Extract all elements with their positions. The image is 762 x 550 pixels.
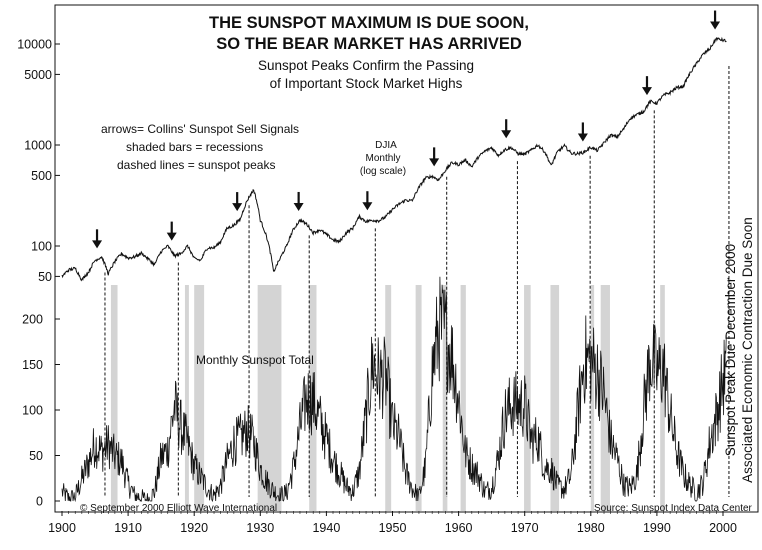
sell-signal-arrow (92, 229, 103, 249)
sunspot-tick-label: 200 (22, 313, 43, 327)
sunspot-tick-label: 50 (29, 449, 43, 463)
recession-bar (415, 285, 422, 511)
chart-subtitle-line-2: of Important Stock Market Highs (270, 76, 463, 91)
vertical-annotation-line-1: Sunspot Peak Due December 2000 (723, 244, 738, 456)
sell-signal-arrows (92, 10, 721, 249)
x-tick-label: 1900 (48, 521, 76, 535)
recession-bar (385, 285, 392, 511)
sell-signal-arrow (293, 191, 304, 211)
sell-signal-arrow (501, 119, 512, 139)
x-tick-label: 1940 (312, 521, 340, 535)
chart-subtitle: Sunspot Peaks Confirm the Passing of Imp… (258, 58, 474, 91)
sell-signal-arrow (166, 221, 177, 241)
recession-bar (110, 285, 118, 511)
recession-bar (550, 285, 560, 511)
recession-bar (194, 285, 205, 511)
recession-bar (442, 285, 448, 511)
sell-signal-arrow (232, 192, 243, 212)
x-tick-label: 1980 (577, 521, 605, 535)
x-tick-label: 1960 (445, 521, 473, 535)
legend-notes: arrows= Collins' Sunspot Sell Signals sh… (101, 122, 299, 172)
djia-label-line-2: Monthly (365, 153, 400, 164)
djia-tick-label: 1000 (24, 139, 52, 153)
sunspot-tick-label: 100 (22, 404, 43, 418)
recession-bar (590, 285, 595, 511)
sell-signal-arrow (710, 10, 721, 30)
djia-label-line-1: DJIA (375, 140, 397, 151)
copyright-note: © September 2000 Elliott Wave Internatio… (80, 503, 277, 514)
djia-tick-label: 500 (31, 169, 52, 183)
vertical-annotation-line-2: Associated Economic Contraction Due Soon (740, 217, 755, 483)
djia-tick-label: 100 (31, 240, 52, 254)
sell-signal-arrow (641, 76, 652, 96)
djia-series (61, 36, 727, 282)
sunspot-line (61, 276, 727, 503)
chart-title-line-1: THE SUNSPOT MAXIMUM IS DUE SOON, (209, 14, 529, 32)
plot-frame (54, 4, 759, 513)
legend-arrows-note: arrows= Collins' Sunspot Sell Signals (101, 122, 299, 136)
recession-bar (257, 285, 282, 511)
djia-label: DJIA Monthly (log scale) (360, 140, 406, 177)
sunspot-series-label: Monthly Sunspot Total (196, 353, 314, 367)
source-note: Source: Sunspot Index Data Center (594, 503, 753, 514)
chart-subtitle-line-1: Sunspot Peaks Confirm the Passing (258, 58, 474, 73)
legend-dashed-note: dashed lines = sunspot peaks (117, 158, 275, 172)
djia-line (61, 36, 727, 282)
recession-bar (184, 285, 189, 511)
djia-label-line-3: (log scale) (360, 166, 406, 177)
x-tick-label: 1920 (180, 521, 208, 535)
djia-tick-label: 10000 (17, 38, 52, 52)
chart-title-line-2: SO THE BEAR MARKET HAS ARRIVED (216, 35, 522, 53)
sell-signal-arrow (429, 147, 440, 167)
djia-tick-label: 5000 (24, 68, 52, 82)
sunspot-tick-label: 0 (36, 495, 43, 509)
sell-signal-arrow (577, 122, 588, 142)
recession-bars (110, 285, 665, 511)
x-tick-label: 1970 (511, 521, 539, 535)
axes: 1900 1910 1920 1930 1940 1950 1960 1970 1980 1990… (17, 38, 737, 536)
sunspot-tick-label: 150 (22, 358, 43, 372)
legend-shaded-note: shaded bars = recessions (126, 140, 263, 154)
x-tick-label: 1990 (643, 521, 671, 535)
sell-signal-arrow (362, 191, 373, 211)
recession-bar (660, 285, 665, 511)
sunspot-series (61, 276, 727, 503)
x-tick-label: 1910 (114, 521, 142, 535)
chart-title: THE SUNSPOT MAXIMUM IS DUE SOON, SO THE … (209, 14, 529, 53)
recession-bar (460, 285, 466, 511)
x-tick-label: 2000 (709, 521, 737, 535)
x-tick-label: 1950 (379, 521, 407, 535)
recession-bar (600, 285, 610, 511)
recession-bar (524, 285, 531, 511)
vertical-annotation: Sunspot Peak Due December 2000 Associate… (723, 217, 755, 483)
x-tick-label: 1930 (246, 521, 274, 535)
djia-tick-label: 50 (38, 270, 52, 284)
